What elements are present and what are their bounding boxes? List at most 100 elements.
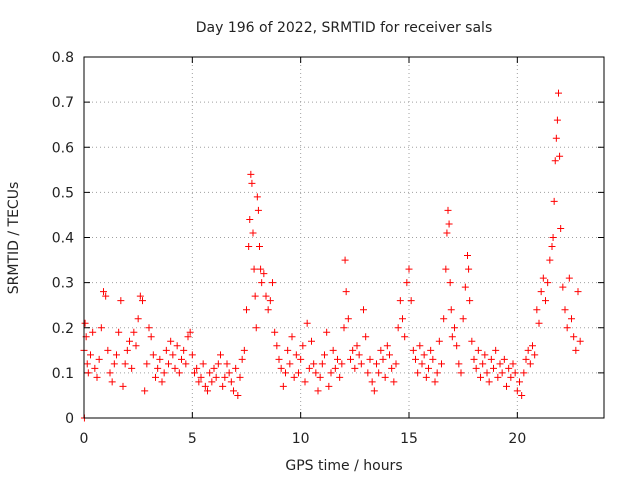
data-point [490,364,497,372]
data-point [451,324,458,332]
data-point [191,369,198,377]
data-point [214,360,222,368]
data-point [353,342,361,350]
data-point [366,355,374,363]
data-point [321,351,328,359]
data-point [230,387,237,395]
chart-title: Day 196 of 2022, SRMTID for receiver sal… [196,20,492,36]
data-point [448,333,456,341]
data-point [570,333,578,341]
data-point [113,351,120,359]
data-point [119,382,127,390]
data-point [407,297,415,305]
data-point [108,378,116,386]
data-point [188,351,196,359]
data-point [115,328,123,336]
data-point [167,337,175,345]
data-point [466,297,474,305]
data-point [236,373,244,381]
data-point [412,355,419,363]
data-point [416,342,424,350]
data-point [427,346,435,354]
data-point [208,378,216,386]
data-point [171,364,179,372]
data-point [206,369,214,377]
data-point [295,369,302,377]
data-point [533,306,541,314]
data-point [323,328,331,336]
data-point [520,369,528,377]
data-point [425,364,432,372]
data-point [379,355,387,363]
y-axis-label: SRMTID / TECUs [6,182,22,295]
data-point [388,364,396,372]
data-point [381,373,389,381]
x-axis-label: GPS time / hours [285,458,402,474]
data-points [80,89,584,422]
data-point [362,333,370,341]
data-point [290,373,298,381]
data-point [479,360,487,368]
data-point [401,333,409,341]
data-point [494,373,502,381]
data-point [182,360,190,368]
data-point [264,306,272,314]
data-point [245,243,253,251]
data-point [431,378,439,386]
data-point [223,360,231,368]
data-point [539,274,547,282]
data-point [173,342,181,350]
data-point [84,369,92,377]
data-point [117,297,125,305]
data-point [364,369,372,377]
data-point [555,89,562,97]
data-point [531,351,539,359]
data-point [443,229,451,237]
x-tick-label: 20 [508,431,526,447]
data-point [392,360,400,368]
data-point [529,342,536,350]
data-point [284,346,292,354]
data-point [444,206,452,214]
data-point [370,387,378,395]
data-point [429,355,437,363]
data-point [121,360,129,368]
data-point [357,360,365,368]
data-point [243,306,250,314]
y-tick-label: 0.3 [52,276,74,292]
data-point [178,355,185,363]
data-point [221,373,229,381]
data-point [565,274,573,282]
data-point [435,337,443,345]
data-point [251,292,259,300]
data-point [487,355,495,363]
data-point [297,355,305,363]
data-point [513,387,521,395]
data-point [336,373,344,381]
data-point [258,279,266,287]
data-point [474,346,482,354]
data-point [145,324,153,332]
data-point [574,288,582,296]
y-tick-label: 0.1 [52,366,74,382]
data-point [160,369,168,377]
data-point [440,315,448,323]
data-point [102,292,110,300]
data-point [314,387,322,395]
data-point [445,220,453,228]
data-point [349,346,357,354]
data-point [197,373,205,381]
data-point [325,382,333,390]
data-point [149,351,157,359]
data-point [344,315,352,323]
data-point [338,360,346,368]
data-point [104,346,112,354]
data-point [212,373,220,381]
data-point [483,369,491,377]
data-point [199,360,207,368]
data-point [193,364,201,372]
data-point [390,378,398,386]
data-point [340,324,348,332]
tick-labels: 0 0.1 0.2 0.3 0.4 0.5 0.6 0.7 0.8 0 5 10 15 20 [52,50,527,447]
